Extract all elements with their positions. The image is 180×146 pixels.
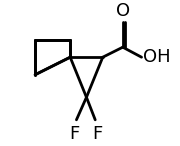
Text: OH: OH xyxy=(143,48,170,66)
Text: F: F xyxy=(93,125,103,143)
Text: O: O xyxy=(116,2,130,20)
Text: F: F xyxy=(69,125,79,143)
